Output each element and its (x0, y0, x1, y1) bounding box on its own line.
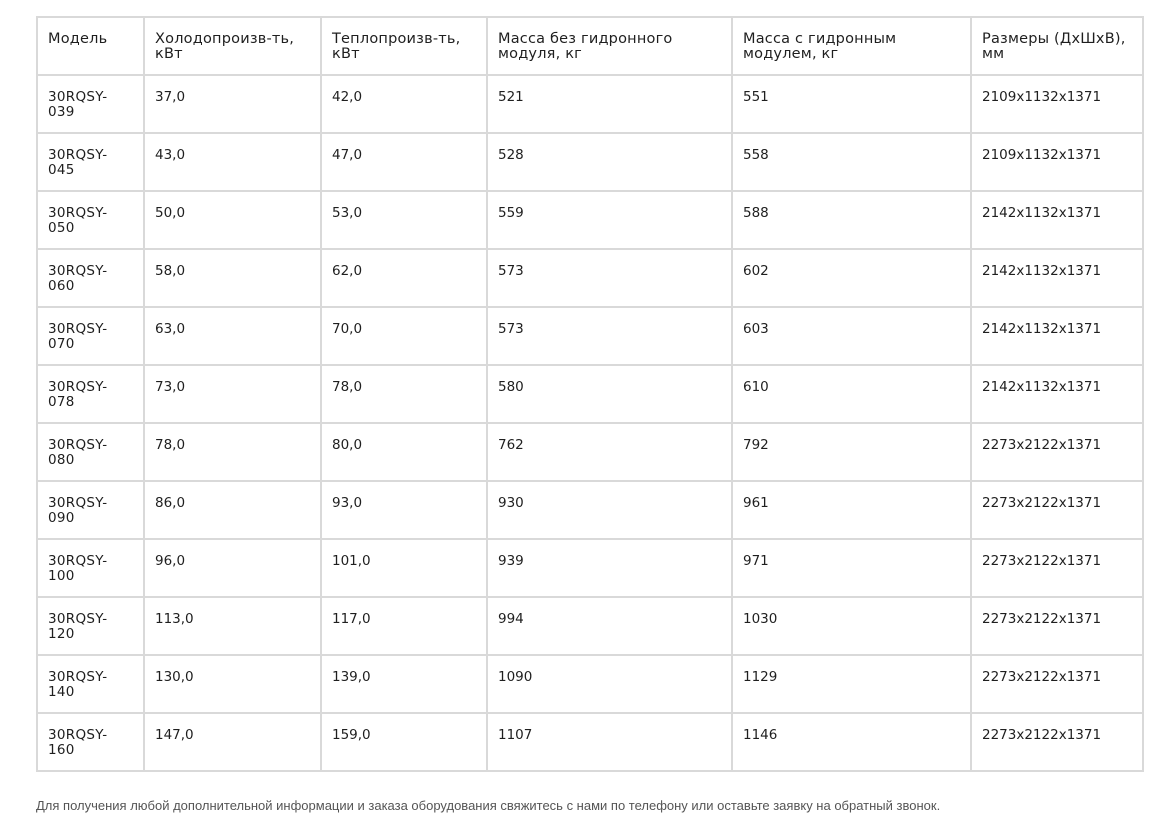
table-row: 30RQSY-078 73,0 78,0 580 610 2142x1132x1… (36, 364, 1144, 424)
cell-heating: 101,0 (320, 538, 488, 598)
header-mass-with-hydronic: Масса с гидронным модулем, кг (731, 16, 972, 76)
cell-cooling: 58,0 (143, 248, 322, 308)
cell-mass-with: 602 (731, 248, 972, 308)
cell-cooling: 63,0 (143, 306, 322, 366)
cell-model: 30RQSY-080 (36, 422, 145, 482)
cell-mass-with: 610 (731, 364, 972, 424)
cell-cooling: 43,0 (143, 132, 322, 192)
cell-heating: 78,0 (320, 364, 488, 424)
table-row: 30RQSY-100 96,0 101,0 939 971 2273x2122x… (36, 538, 1144, 598)
cell-mass-without: 559 (486, 190, 733, 250)
cell-heating: 117,0 (320, 596, 488, 656)
cell-mass-without: 580 (486, 364, 733, 424)
cell-model: 30RQSY-045 (36, 132, 145, 192)
specs-table-container: Модель Холодопроизв-ть, кВт Теплопроизв-… (36, 16, 1144, 772)
cell-heating: 70,0 (320, 306, 488, 366)
cell-dimensions: 2273x2122x1371 (970, 538, 1144, 598)
cell-dimensions: 2273x2122x1371 (970, 422, 1144, 482)
header-cooling-capacity: Холодопроизв-ть, кВт (143, 16, 322, 76)
cell-cooling: 96,0 (143, 538, 322, 598)
cell-model: 30RQSY-100 (36, 538, 145, 598)
cell-mass-with: 558 (731, 132, 972, 192)
table-row: 30RQSY-070 63,0 70,0 573 603 2142x1132x1… (36, 306, 1144, 366)
table-row: 30RQSY-045 43,0 47,0 528 558 2109x1132x1… (36, 132, 1144, 192)
header-dimensions: Размеры (ДхШхВ), мм (970, 16, 1144, 76)
header-heating-capacity: Теплопроизв-ть, кВт (320, 16, 488, 76)
cell-mass-without: 994 (486, 596, 733, 656)
header-model: Модель (36, 16, 145, 76)
cell-cooling: 130,0 (143, 654, 322, 714)
cell-cooling: 37,0 (143, 74, 322, 134)
cell-model: 30RQSY-060 (36, 248, 145, 308)
specs-table: Модель Холодопроизв-ть, кВт Теплопроизв-… (36, 16, 1144, 772)
cell-cooling: 86,0 (143, 480, 322, 540)
cell-heating: 42,0 (320, 74, 488, 134)
cell-model: 30RQSY-120 (36, 596, 145, 656)
cell-heating: 62,0 (320, 248, 488, 308)
cell-mass-without: 521 (486, 74, 733, 134)
cell-mass-with: 551 (731, 74, 972, 134)
cell-mass-with: 792 (731, 422, 972, 482)
table-row: 30RQSY-060 58,0 62,0 573 602 2142x1132x1… (36, 248, 1144, 308)
cell-mass-with: 1129 (731, 654, 972, 714)
cell-model: 30RQSY-090 (36, 480, 145, 540)
cell-dimensions: 2142x1132x1371 (970, 306, 1144, 366)
table-row: 30RQSY-050 50,0 53,0 559 588 2142x1132x1… (36, 190, 1144, 250)
cell-dimensions: 2142x1132x1371 (970, 248, 1144, 308)
cell-cooling: 113,0 (143, 596, 322, 656)
cell-mass-with: 971 (731, 538, 972, 598)
cell-mass-without: 1090 (486, 654, 733, 714)
header-mass-without-hydronic: Масса без гидронного модуля, кг (486, 16, 733, 76)
contact-footnote: Для получения любой дополнительной инфор… (36, 798, 941, 813)
cell-dimensions: 2142x1132x1371 (970, 364, 1144, 424)
cell-mass-without: 939 (486, 538, 733, 598)
cell-dimensions: 2109x1132x1371 (970, 132, 1144, 192)
table-row: 30RQSY-090 86,0 93,0 930 961 2273x2122x1… (36, 480, 1144, 540)
table-row: 30RQSY-080 78,0 80,0 762 792 2273x2122x1… (36, 422, 1144, 482)
cell-dimensions: 2273x2122x1371 (970, 480, 1144, 540)
cell-heating: 159,0 (320, 712, 488, 772)
cell-heating: 93,0 (320, 480, 488, 540)
cell-mass-with: 961 (731, 480, 972, 540)
cell-mass-with: 1030 (731, 596, 972, 656)
cell-cooling: 147,0 (143, 712, 322, 772)
cell-heating: 80,0 (320, 422, 488, 482)
cell-dimensions: 2273x2122x1371 (970, 596, 1144, 656)
table-row: 30RQSY-160 147,0 159,0 1107 1146 2273x21… (36, 712, 1144, 772)
cell-cooling: 50,0 (143, 190, 322, 250)
cell-mass-with: 1146 (731, 712, 972, 772)
cell-cooling: 78,0 (143, 422, 322, 482)
cell-model: 30RQSY-050 (36, 190, 145, 250)
cell-mass-without: 762 (486, 422, 733, 482)
cell-mass-without: 573 (486, 248, 733, 308)
cell-heating: 47,0 (320, 132, 488, 192)
cell-dimensions: 2273x2122x1371 (970, 712, 1144, 772)
cell-model: 30RQSY-160 (36, 712, 145, 772)
table-row: 30RQSY-140 130,0 139,0 1090 1129 2273x21… (36, 654, 1144, 714)
table-row: 30RQSY-039 37,0 42,0 521 551 2109x1132x1… (36, 74, 1144, 134)
cell-dimensions: 2109x1132x1371 (970, 74, 1144, 134)
cell-mass-without: 528 (486, 132, 733, 192)
cell-mass-without: 573 (486, 306, 733, 366)
cell-model: 30RQSY-140 (36, 654, 145, 714)
cell-mass-with: 603 (731, 306, 972, 366)
cell-model: 30RQSY-070 (36, 306, 145, 366)
table-header: Модель Холодопроизв-ть, кВт Теплопроизв-… (36, 16, 1144, 76)
cell-heating: 139,0 (320, 654, 488, 714)
table-body: 30RQSY-039 37,0 42,0 521 551 2109x1132x1… (36, 74, 1144, 772)
cell-mass-with: 588 (731, 190, 972, 250)
cell-model: 30RQSY-078 (36, 364, 145, 424)
cell-heating: 53,0 (320, 190, 488, 250)
cell-model: 30RQSY-039 (36, 74, 145, 134)
cell-mass-without: 1107 (486, 712, 733, 772)
cell-cooling: 73,0 (143, 364, 322, 424)
header-row: Модель Холодопроизв-ть, кВт Теплопроизв-… (36, 16, 1144, 76)
cell-mass-without: 930 (486, 480, 733, 540)
table-row: 30RQSY-120 113,0 117,0 994 1030 2273x212… (36, 596, 1144, 656)
cell-dimensions: 2273x2122x1371 (970, 654, 1144, 714)
cell-dimensions: 2142x1132x1371 (970, 190, 1144, 250)
